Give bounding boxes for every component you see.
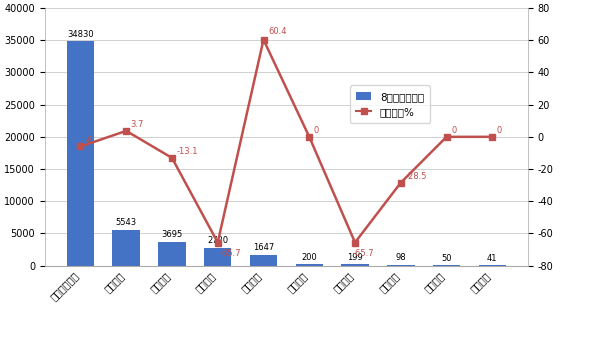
Text: -13.1: -13.1 [176, 147, 198, 156]
Text: 0: 0 [314, 126, 319, 135]
Bar [112, 230, 140, 266]
Text: 41: 41 [487, 254, 497, 263]
Text: 200: 200 [301, 253, 317, 262]
Text: 5543: 5543 [116, 218, 137, 227]
Bar [67, 41, 94, 266]
Text: 60.4: 60.4 [268, 27, 287, 36]
Bar [250, 255, 277, 266]
Text: 0: 0 [451, 126, 457, 135]
Text: 0: 0 [497, 126, 502, 135]
Text: 3.7: 3.7 [131, 120, 144, 129]
Text: 34830: 34830 [67, 30, 94, 39]
Bar [158, 242, 186, 266]
Text: -65.7: -65.7 [220, 249, 242, 258]
Text: 3695: 3695 [161, 230, 182, 239]
Legend: 8月销量（辆）, 同比增长%: 8月销量（辆）, 同比增长% [350, 85, 430, 123]
Text: 50: 50 [441, 253, 452, 263]
Bar [204, 248, 232, 266]
Bar [387, 265, 415, 266]
Text: 1647: 1647 [253, 243, 274, 252]
Bar [296, 264, 323, 266]
Text: -65.7: -65.7 [353, 249, 374, 258]
Text: 98: 98 [395, 253, 406, 262]
Text: -28.5: -28.5 [406, 172, 427, 181]
Text: 2720: 2720 [207, 236, 229, 245]
Bar [341, 264, 369, 266]
Text: -6: -6 [85, 136, 94, 144]
Text: 199: 199 [347, 253, 363, 262]
